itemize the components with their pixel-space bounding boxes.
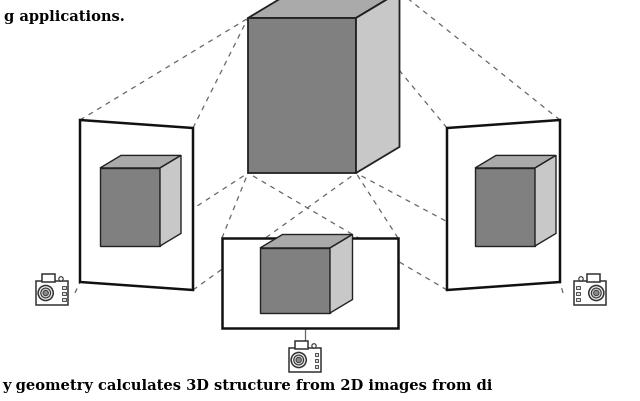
Bar (314, 352, 319, 356)
Circle shape (291, 352, 307, 368)
Text: y geometry calculates 3D structure from 2D images from di: y geometry calculates 3D structure from … (2, 379, 492, 393)
Circle shape (296, 357, 301, 363)
Bar (574, 281, 606, 305)
Polygon shape (222, 238, 398, 328)
Bar (295, 341, 308, 349)
Bar (576, 292, 580, 295)
Circle shape (43, 290, 49, 296)
Circle shape (38, 286, 53, 301)
Polygon shape (447, 120, 560, 290)
Bar (61, 286, 65, 289)
Circle shape (59, 277, 63, 281)
Circle shape (41, 288, 51, 298)
Circle shape (579, 277, 583, 281)
Bar (576, 286, 580, 289)
Bar (61, 292, 65, 295)
Polygon shape (100, 168, 160, 246)
Polygon shape (330, 235, 353, 313)
Circle shape (312, 344, 316, 348)
Bar (289, 348, 321, 372)
Polygon shape (475, 156, 556, 168)
Circle shape (591, 288, 601, 298)
Polygon shape (260, 235, 353, 248)
Polygon shape (535, 156, 556, 246)
Polygon shape (248, 18, 356, 173)
Polygon shape (248, 0, 399, 18)
Polygon shape (475, 168, 535, 246)
Bar (61, 298, 65, 301)
Bar (42, 274, 54, 282)
Circle shape (589, 286, 604, 301)
Polygon shape (356, 0, 399, 173)
Circle shape (294, 355, 303, 365)
Bar (36, 281, 68, 305)
Polygon shape (80, 120, 193, 290)
Polygon shape (100, 156, 181, 168)
Polygon shape (260, 248, 330, 313)
Circle shape (594, 290, 599, 296)
Bar (588, 274, 600, 282)
Bar (314, 365, 319, 368)
Bar (314, 358, 319, 362)
Polygon shape (160, 156, 181, 246)
Text: g applications.: g applications. (4, 10, 125, 24)
Bar (576, 298, 580, 301)
